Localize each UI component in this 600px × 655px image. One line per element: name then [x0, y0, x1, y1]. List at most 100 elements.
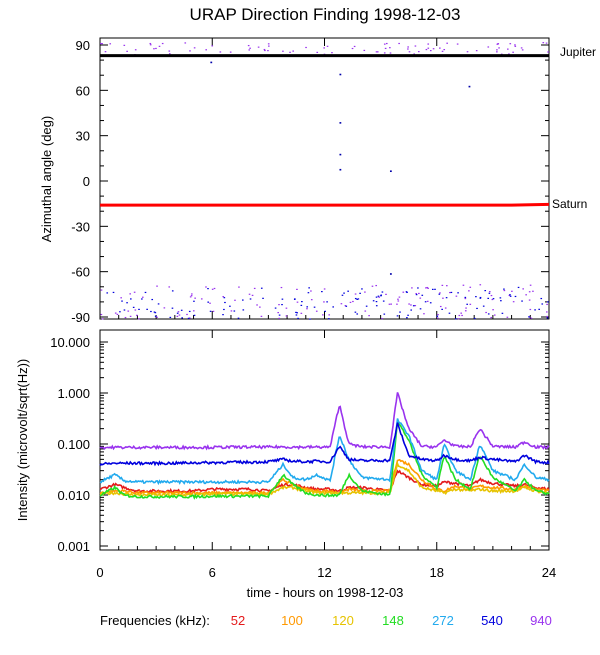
azimuth-outlier-point [468, 85, 471, 88]
azimuth-scatter-point [328, 318, 330, 320]
azimuth-scatter-point [163, 307, 166, 309]
azimuth-scatter-point [126, 302, 128, 304]
azimuth-scatter-point [413, 53, 416, 55]
azimuth-scatter-point [343, 292, 345, 294]
legend-item-52khz: 52 [231, 613, 245, 628]
x-tick-label: 24 [542, 565, 556, 580]
azimuth-scatter-point [437, 314, 439, 316]
azimuth-scatter-point [375, 296, 378, 298]
azimuth-scatter-point [154, 315, 157, 317]
azimuth-scatter-point [307, 292, 310, 294]
azimuth-scatter-point [408, 303, 410, 305]
azimuth-scatter-point [352, 300, 354, 303]
azimuth-scatter-point [529, 308, 532, 311]
intensity-plot-frame [99, 329, 550, 551]
azimuth-scatter-point [363, 49, 366, 52]
azimuth-scatter-point [421, 294, 424, 296]
azimuth-scatter-point [157, 303, 160, 305]
azimuth-scatter-point [280, 286, 283, 289]
azimuth-scatter-point [300, 304, 303, 306]
azimuth-scatter-point [487, 297, 490, 299]
azimuth-scatter-point [242, 299, 244, 301]
azimuth-scatter-point [490, 316, 492, 319]
intensity-series-120khz [99, 460, 550, 498]
azimuth-scatter-point [264, 49, 266, 52]
azimuth-scatter-point [456, 43, 459, 45]
azimuth-scatter-point [380, 295, 382, 297]
azimuth-scatter-point [496, 43, 499, 45]
azimuth-scatter-point [323, 288, 326, 290]
azimuth-scatter-point [171, 307, 174, 309]
intensity-panel: Intensity (microvolt/sqrt(Hz)) 10.000 1.0… [15, 329, 550, 554]
azimuth-scatter-point [285, 315, 288, 317]
azimuth-scatter-point [455, 295, 458, 297]
azimuth-scatter-point [528, 316, 530, 318]
azimuth-scatter-point [156, 316, 158, 318]
azimuth-scatter-point [446, 42, 448, 44]
azimuth-scatter-point [383, 52, 386, 54]
azimuth-scatter-point [492, 309, 494, 311]
azimuth-scatter-point [326, 45, 329, 47]
azimuth-scatter-point [415, 293, 418, 295]
azimuth-scatter-point [109, 43, 112, 45]
azimuth-scatter-point [412, 305, 415, 307]
azimuth-scatter-point [114, 312, 117, 314]
azimuth-scatter-point [464, 296, 467, 299]
azimuth-scatter-point [186, 313, 188, 316]
azimuth-scatter-point [248, 293, 251, 295]
azimuth-scatter-point [383, 313, 386, 315]
azimuth-scatter-point [475, 296, 477, 298]
azimuth-scatter-point [375, 305, 378, 307]
saturn-label: Saturn [552, 197, 587, 211]
y-tick-label: 90 [76, 38, 90, 53]
azimuth-scatter-point [439, 305, 442, 308]
azimuth-scatter-point [406, 317, 408, 319]
azimuth-scatter-point [496, 51, 498, 53]
azimuth-scatter-point [126, 50, 128, 52]
azimuth-scatter-point [546, 311, 548, 313]
legend-item-272khz: 272 [432, 613, 454, 628]
azimuth-scatter-point [417, 287, 419, 289]
azimuth-scatter-point [547, 51, 549, 53]
azimuth-scatter-point [455, 318, 457, 320]
azimuth-scatter-point [424, 301, 427, 303]
azimuth-scatter-point [436, 315, 439, 317]
azimuth-scatter-point [396, 315, 399, 317]
azimuth-scatter-point [449, 291, 451, 294]
azimuth-scatter-point [310, 290, 312, 292]
azimuth-scatter-point [375, 51, 378, 53]
azimuth-scatter-point [309, 318, 311, 320]
azimuth-scatter-point [361, 288, 363, 290]
azimuth-scatter-point [500, 300, 502, 302]
azimuth-scatter-point [230, 310, 233, 312]
azimuth-scatter-point [347, 290, 349, 292]
y-tick-label: 0.001 [57, 539, 90, 554]
azimuth-scatter-point [381, 291, 384, 293]
azimuth-scatter-point [289, 51, 291, 53]
azimuth-scatter-point [444, 307, 447, 309]
azimuth-scatter-point [229, 51, 232, 53]
azimuth-scatter-point [397, 300, 400, 302]
azimuth-scatter-point [281, 303, 283, 306]
azimuth-scatter-point [464, 297, 467, 300]
azimuth-scatter-point [209, 302, 211, 304]
y-tick-label: 0 [83, 174, 90, 189]
intensity-ylabel: Intensity (microvolt/sqrt(Hz)) [15, 359, 30, 522]
azimuth-scatter-point [407, 314, 409, 316]
intensity-series-540khz [99, 422, 550, 467]
azimuth-scatter-point [376, 51, 379, 53]
azimuth-scatter-point [149, 42, 152, 45]
azimuth-scatter-point [364, 291, 366, 293]
azimuth-scatter-point [282, 50, 284, 52]
azimuth-scatter-point [296, 312, 298, 314]
azimuth-scatter-point [156, 285, 158, 287]
azimuth-scatter-point [356, 313, 359, 315]
azimuth-scatter-point [129, 293, 131, 295]
azimuth-scatter-point [296, 301, 299, 303]
azimuth-scatter-point [153, 311, 156, 313]
azimuth-scatter-point [491, 298, 494, 301]
azimuth-scatter-point [371, 285, 374, 287]
azimuth-scatter-point [398, 296, 401, 298]
